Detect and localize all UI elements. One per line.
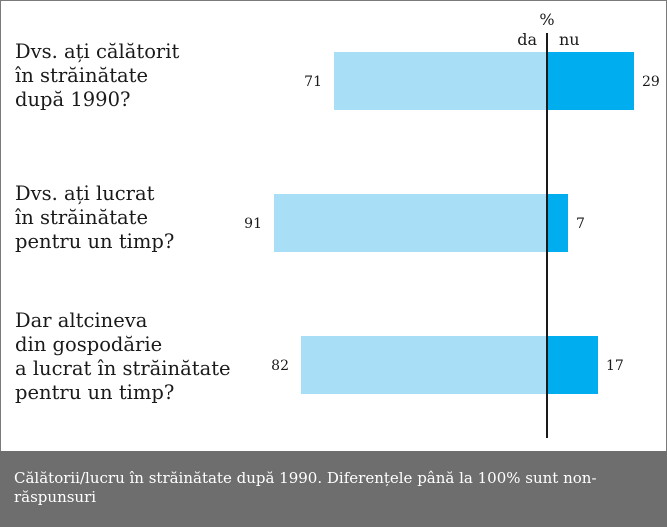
series-label-nu: nu — [559, 30, 580, 49]
chart-caption: Călătorii/lucru în străinătate după 1990… — [14, 469, 597, 506]
bar-da-2 — [301, 336, 547, 394]
bar-nu-2 — [547, 336, 598, 394]
category-label-0: Dvs. ați călătorit în străinătate după 199… — [15, 40, 179, 111]
category-label-1: Dvs. ați lucrat în străinătate pentru un t… — [15, 182, 174, 253]
chart-panel: % da nu 71 29 Dvs. ați călătorit în străinătat… — [0, 0, 667, 451]
bar-nu-0 — [547, 52, 634, 110]
value-label-nu-2: 17 — [606, 358, 624, 374]
bar-nu-1 — [547, 194, 568, 252]
value-label-nu-0: 29 — [642, 74, 660, 90]
caption-bar: Călătorii/lucru în străinătate după 1990… — [0, 451, 667, 527]
value-label-da-1: 91 — [244, 216, 262, 232]
category-label-2: Dar altcineva din gospodărie a lucrat în s… — [15, 309, 231, 404]
value-label-da-2: 82 — [271, 358, 289, 374]
bar-da-0 — [334, 52, 547, 110]
series-label-da: da — [517, 30, 537, 49]
value-label-da-0: 71 — [304, 74, 322, 90]
diverging-bar-chart: %da nu 71 29 Dvs. ați călătorit în străinătat… — [15, 10, 660, 438]
value-label-nu-1: 7 — [576, 216, 585, 232]
bar-da-1 — [274, 194, 547, 252]
unit-label: % — [539, 10, 554, 29]
